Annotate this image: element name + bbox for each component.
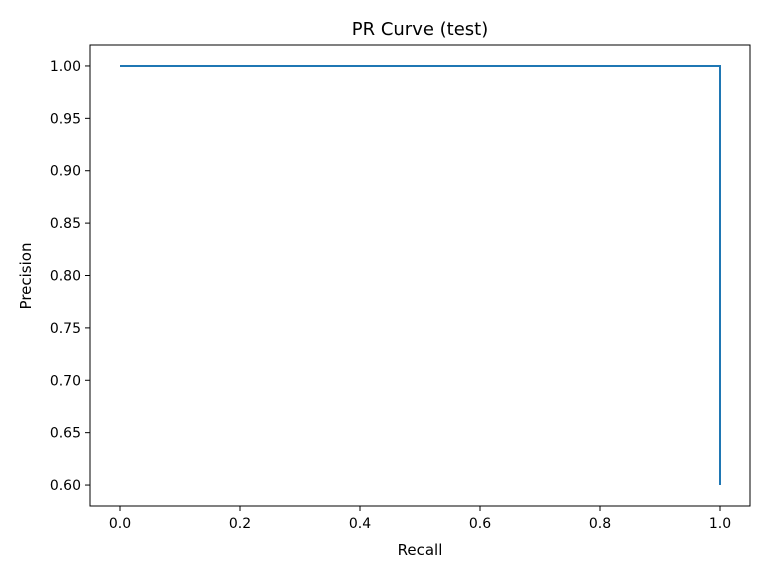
x-tick-label: 0.4 [349, 516, 371, 532]
pr-curve-line [120, 64, 721, 486]
x-tick-label: 0.0 [109, 516, 131, 532]
y-tick-label: 0.65 [50, 426, 81, 442]
y-tick-label: 0.75 [50, 321, 81, 337]
y-axis-ticks: 0.60 0.65 0.70 0.75 0.80 0.85 0.90 0.95 1.00 [50, 59, 90, 494]
x-tick-label: 0.8 [589, 516, 611, 532]
x-tick-label: 1.0 [709, 516, 731, 532]
y-tick-label: 0.70 [50, 373, 81, 389]
y-tick-label: 1.00 [50, 59, 81, 75]
y-tick-label: 0.80 [50, 269, 81, 285]
y-tick-label: 0.95 [50, 111, 81, 127]
chart-title: PR Curve (test) [352, 19, 489, 40]
x-axis-ticks: 0.0 0.2 0.4 0.6 0.8 1.0 [109, 506, 731, 532]
x-tick-label: 0.6 [469, 516, 491, 532]
y-tick-label: 0.60 [50, 478, 81, 494]
x-tick-label: 0.2 [229, 516, 251, 532]
y-tick-label: 0.85 [50, 216, 81, 232]
series-layer [120, 64, 721, 486]
y-tick-label: 0.90 [50, 164, 81, 180]
y-axis-label: Precision [17, 243, 35, 310]
x-axis-label: Recall [398, 541, 443, 559]
